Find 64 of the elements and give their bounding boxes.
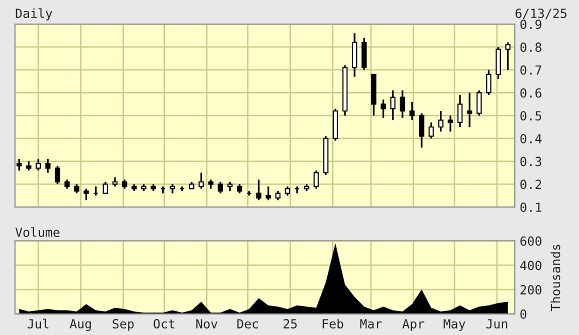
candlestick (419, 112, 424, 148)
x-tick-label: Oct (154, 319, 174, 328)
candlestick (275, 190, 281, 202)
candlestick (505, 42, 510, 71)
x-tick-label: May (444, 319, 466, 331)
y-tick-label: 0.5 (520, 111, 542, 121)
candlestick (84, 188, 89, 202)
text: 6/13/25 (516, 8, 566, 20)
x-tick-label: Apr (402, 319, 424, 331)
x-tick-label: Jun (486, 319, 508, 328)
chart-title: Daily (16, 8, 52, 20)
candlestick (74, 183, 80, 194)
x-tick-label: Aug (70, 319, 91, 331)
candlestick (314, 170, 319, 190)
y-tick-label: 0.8 (520, 42, 542, 52)
candlestick (284, 186, 290, 196)
candlestick (266, 186, 271, 202)
y-tick-label: 200 (520, 285, 542, 295)
candlestick (36, 158, 41, 172)
candlestick (466, 92, 472, 128)
candlestick (218, 181, 224, 194)
x-tick-label: Jul (28, 318, 48, 328)
y-tick-label: 0.1 (520, 202, 542, 212)
candlestick (400, 90, 406, 119)
y-tick-label: 600 (520, 236, 542, 246)
candlestick (390, 90, 396, 121)
candlestick (45, 158, 51, 174)
candlestick (457, 94, 463, 128)
candlestick (122, 178, 128, 190)
x-tick-label: 25 (284, 319, 297, 328)
x-tick-label: Dec (237, 319, 258, 328)
candlestick (102, 181, 108, 194)
x-tick-label: Mar (360, 319, 382, 328)
candlestick (486, 69, 492, 96)
candlestick (256, 178, 262, 202)
candlestick (64, 178, 70, 190)
candlestick (16, 158, 22, 172)
candlestick (476, 90, 482, 116)
y-tick-label: 400 (520, 260, 542, 270)
candlestick (448, 114, 453, 132)
y-tick-label: 0.3 (520, 156, 542, 166)
candlestick (208, 178, 214, 190)
chart-title: Volume (15, 227, 60, 237)
candlestick (409, 101, 415, 121)
y-tick-label: 0.2 (520, 180, 542, 190)
y-tick-label: 0 (520, 309, 526, 319)
y-axis-title: Thousands (550, 244, 560, 311)
y-tick-label: 0.4 (520, 134, 542, 144)
candlestick (236, 183, 242, 194)
candlestick (198, 172, 204, 190)
candlestick (380, 98, 386, 119)
y-tick-label: 0.9 (520, 20, 542, 30)
candlestick (26, 160, 32, 172)
candlestick (170, 183, 176, 194)
candlestick (438, 110, 444, 132)
candlestick (227, 181, 233, 192)
candlestick (54, 165, 60, 185)
y-tick-label: 0.6 (520, 88, 542, 98)
candlestick (428, 122, 434, 140)
x-tick-label: Sep (112, 319, 134, 331)
y-tick-label: 0.7 (520, 65, 542, 75)
x-tick-label: Nov (196, 319, 218, 328)
candlestick (112, 176, 118, 188)
x-tick-label: Feb (322, 318, 344, 328)
